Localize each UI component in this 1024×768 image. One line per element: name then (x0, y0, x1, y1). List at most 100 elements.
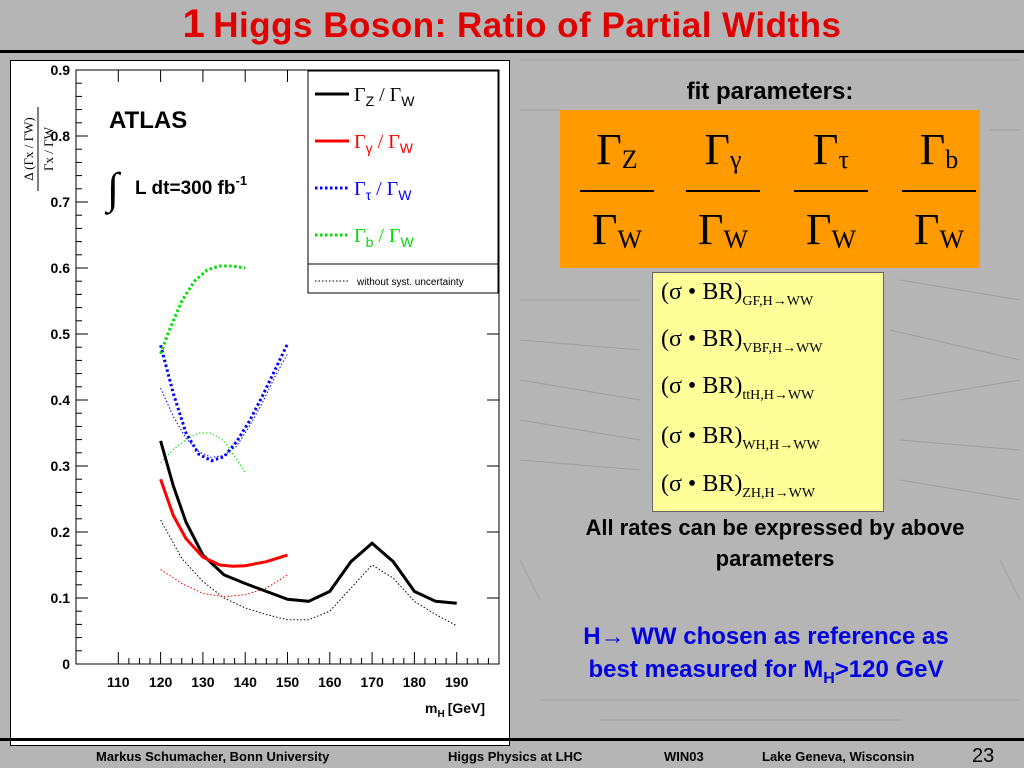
y-tick-label: 0.8 (51, 128, 71, 144)
legend-label-rest: / Γ (373, 131, 400, 153)
fit-param-tau-num-sub: τ (838, 145, 849, 174)
fit-param-z: ΓZ ΓW (572, 120, 662, 260)
series-curve-τ (159, 343, 289, 463)
legend-label-w: W (398, 187, 412, 203)
legend-label-sub: b (366, 234, 374, 250)
reference-note-line2: best measured for MH>120 GeV (588, 656, 944, 687)
y-tick-label: 0.6 (51, 260, 71, 276)
rate-tth: (σ • BR)ttH,H→WW (661, 373, 815, 403)
y-tick-label: 0.2 (51, 524, 71, 540)
legend-label-rest: / Γ (374, 84, 401, 106)
luminosity-label: L dt=300 fb-1 (135, 173, 247, 199)
x-tick-label: 150 (276, 674, 300, 690)
series-curve-Z (159, 440, 457, 605)
integral-sign: ∫ (104, 164, 122, 215)
y-tick-label: 0.9 (51, 62, 71, 78)
fit-param-z-num-sub: Z (621, 145, 638, 174)
x-tick-label: 190 (445, 674, 469, 690)
fit-param-tau-den-sub: W (831, 225, 856, 254)
rates-box: (σ • BR)GF,H→WW (σ • BR)VBF,H→WW (σ • BR… (652, 272, 884, 512)
series-curve-b (159, 264, 246, 355)
footer: Markus Schumacher, Bonn University Higgs… (0, 744, 1024, 768)
y-axis-label-num: Δ (Γx / ΓW) (21, 117, 36, 180)
fit-param-gamma: Γγ ΓW (678, 120, 768, 260)
fraction-bar (686, 190, 760, 192)
legend-label-sub: Z (366, 93, 375, 109)
fit-param-tau-den: Γ (806, 205, 832, 254)
chart-series-no-syst (160, 353, 457, 627)
rate-zh: (σ • BR)ZH,H→WW (661, 471, 816, 501)
x-tick-label: 130 (191, 674, 215, 690)
slide-title-number: 1 (182, 2, 206, 46)
fit-param-b-den-sub: W (939, 225, 964, 254)
fit-param-z-den-sub: W (617, 225, 642, 254)
no-syst-curve-2 (160, 353, 288, 458)
page-number: 23 (972, 745, 995, 767)
rate-vbf: (σ • BR)VBF,H→WW (661, 326, 823, 356)
x-axis-label-unit: [GeV] (448, 700, 485, 716)
fit-param-b-den: Γ (914, 205, 940, 254)
no-syst-curve-3 (160, 432, 246, 473)
footer-talk: Higgs Physics at LHC (448, 749, 583, 764)
slide-title-text: Higgs Boson: Ratio of Partial Widths (213, 6, 842, 45)
fraction-bar (580, 190, 654, 192)
title-rule (0, 50, 1024, 53)
rate-gf: (σ • BR)GF,H→WW (661, 279, 814, 309)
footer-location: Lake Geneva, Wisconsin (762, 749, 915, 764)
y-axis-label: Δ (Γx / ΓW) Γx / ΓW (21, 107, 56, 191)
fraction-bar (902, 190, 976, 192)
y-tick-label: 0.1 (51, 590, 71, 606)
x-axis-label: mH [GeV] (425, 700, 485, 720)
fit-param-b: Γb ΓW (894, 120, 984, 260)
fit-param-tau: Γτ ΓW (786, 120, 876, 260)
legend-label-w: W (400, 234, 414, 250)
fit-param-b-num-sub: b (945, 145, 959, 174)
x-tick-label: 160 (318, 674, 342, 690)
legend-label-w: W (400, 140, 414, 156)
footer-conference: WIN03 (664, 749, 704, 764)
luminosity-label-sup: -1 (235, 173, 247, 188)
y-tick-label: 0.7 (51, 194, 71, 210)
fit-param-gamma-den: Γ (698, 205, 724, 254)
x-tick-label: 170 (360, 674, 384, 690)
reference-note-line1: H→ WW chosen as reference as (583, 623, 949, 650)
fit-param-b-num: Γ (919, 125, 946, 174)
chart-axes (75, 69, 500, 665)
fraction-bar (794, 190, 868, 192)
fit-parameters-title: fit parameters: (686, 78, 854, 105)
chart-series (159, 264, 457, 605)
rates-note: All rates can be expressed by above para… (585, 515, 965, 571)
legend-label-sub: γ (366, 140, 373, 156)
x-tick-label: 180 (403, 674, 427, 690)
rate-wh: (σ • BR)WH,H→WW (661, 423, 820, 453)
y-axis-label-den: Γx / ΓW (41, 126, 56, 171)
legend-label-rest: / Γ (371, 178, 398, 200)
fit-param-gamma-den-sub: W (723, 225, 748, 254)
reference-note: H→ WW chosen as reference as best measur… (508, 620, 1024, 695)
slide-title: 1 Higgs Boson: Ratio of Partial Widths (0, 0, 1024, 48)
no-syst-curve-1 (160, 569, 288, 598)
no-syst-curve-0 (160, 519, 457, 627)
fit-param-z-num: Γ (596, 125, 622, 174)
fit-param-gamma-num-sub: γ (729, 145, 742, 174)
chart-panel: ΓZ / ΓW Γγ / ΓW Γτ / ΓW Γb / ΓW without syst… (10, 60, 510, 746)
footer-rule (0, 738, 1024, 741)
series-curve-γ (159, 478, 288, 568)
x-tick-label: 140 (234, 674, 258, 690)
legend-label-rest: / Γ (373, 225, 400, 247)
y-tick-label: 0.4 (51, 392, 71, 408)
experiment-label: ATLAS (109, 107, 187, 134)
y-tick-label: 0 (62, 656, 70, 672)
fit-param-gamma-num: Γ (704, 125, 730, 174)
legend-box (307, 70, 499, 294)
legend-label-no-syst: without syst. uncertainty (356, 277, 464, 288)
footer-author: Markus Schumacher, Bonn University (96, 749, 330, 764)
x-axis-label-sub: H (437, 709, 444, 720)
legend-label-w: W (401, 93, 415, 109)
chart-labels: 0 0.1 0.2 0.3 0.4 0.5 0.6 0.7 0.8 0.9 110 120 130 140… (21, 62, 485, 720)
x-tick-label: 120 (149, 674, 173, 690)
y-tick-label: 0.3 (51, 458, 71, 474)
